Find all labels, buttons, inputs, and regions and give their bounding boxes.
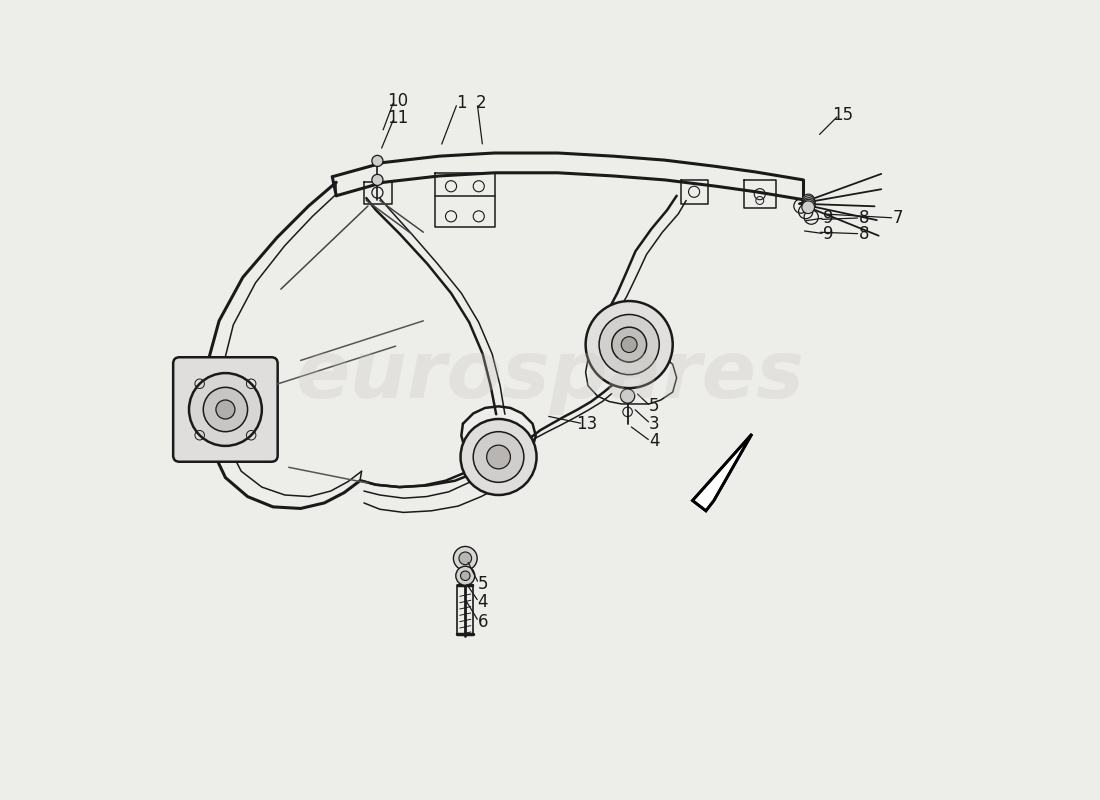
Circle shape [802, 196, 815, 208]
Circle shape [612, 327, 647, 362]
Circle shape [620, 389, 635, 403]
Text: 4: 4 [477, 593, 488, 611]
Text: 2: 2 [476, 94, 486, 112]
Circle shape [204, 387, 248, 432]
Text: 6: 6 [477, 613, 488, 630]
Circle shape [453, 546, 477, 570]
Text: 11: 11 [387, 109, 408, 127]
Circle shape [803, 198, 815, 210]
Circle shape [600, 314, 659, 374]
Circle shape [461, 419, 537, 495]
Text: 3: 3 [649, 414, 660, 433]
Text: 7: 7 [893, 209, 903, 227]
Circle shape [802, 201, 814, 214]
FancyBboxPatch shape [173, 358, 277, 462]
Text: 4: 4 [649, 432, 660, 450]
Circle shape [802, 194, 815, 206]
Circle shape [621, 337, 637, 353]
Polygon shape [693, 434, 752, 511]
Text: 9: 9 [824, 225, 834, 242]
Circle shape [189, 373, 262, 446]
Circle shape [473, 432, 524, 482]
Circle shape [461, 571, 470, 581]
Text: 13: 13 [576, 414, 597, 433]
Circle shape [372, 174, 383, 186]
Text: 8: 8 [859, 225, 869, 242]
Text: 1: 1 [456, 94, 466, 112]
Text: 5: 5 [649, 398, 660, 415]
Text: eurospares: eurospares [296, 338, 804, 415]
Text: 9: 9 [824, 209, 834, 227]
Text: 5: 5 [477, 574, 488, 593]
Circle shape [216, 400, 235, 419]
Circle shape [459, 552, 472, 565]
Circle shape [486, 445, 510, 469]
Text: 8: 8 [859, 209, 869, 227]
Circle shape [455, 566, 475, 586]
Text: 15: 15 [833, 106, 854, 124]
Text: 10: 10 [387, 92, 408, 110]
Circle shape [585, 301, 673, 388]
Circle shape [372, 155, 383, 166]
Circle shape [802, 199, 815, 212]
